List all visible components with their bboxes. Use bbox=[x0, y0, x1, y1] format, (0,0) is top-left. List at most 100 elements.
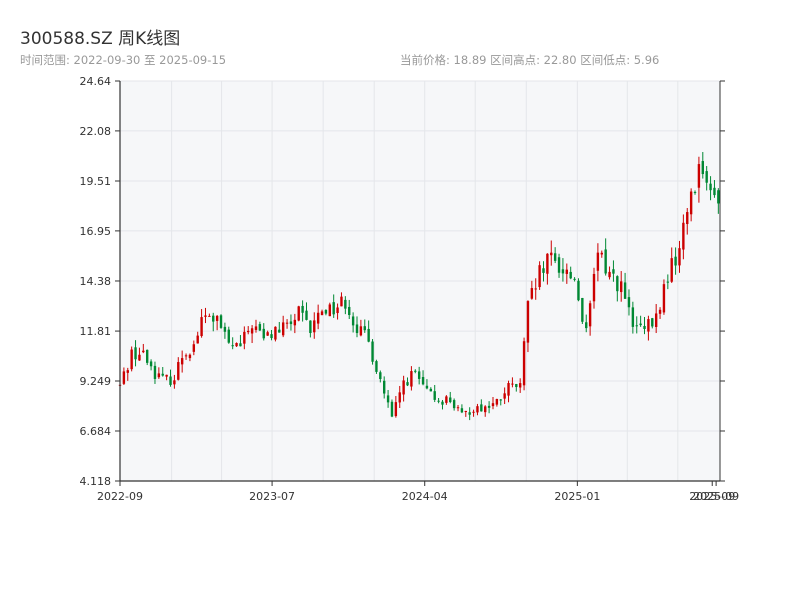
candle-body bbox=[647, 319, 650, 332]
candle bbox=[705, 166, 708, 191]
x-tick-label: 2025-01 bbox=[554, 490, 600, 503]
candle bbox=[379, 370, 382, 383]
candle bbox=[410, 366, 413, 391]
candle-body bbox=[577, 280, 580, 301]
candle-body bbox=[417, 371, 421, 379]
candle-body bbox=[507, 383, 510, 396]
candle-body bbox=[639, 323, 642, 326]
candle-body bbox=[235, 342, 238, 347]
candle-body bbox=[697, 164, 701, 188]
candle-body bbox=[289, 321, 293, 325]
candle bbox=[550, 240, 553, 266]
candle-body bbox=[161, 373, 164, 376]
candle-layer bbox=[118, 152, 720, 421]
candle bbox=[188, 353, 192, 362]
candle-body bbox=[344, 299, 347, 309]
candle bbox=[713, 180, 716, 198]
candle bbox=[507, 380, 510, 403]
candle-body bbox=[635, 325, 638, 327]
candle bbox=[581, 297, 584, 325]
candle bbox=[297, 305, 300, 322]
candle bbox=[674, 247, 677, 275]
candle-body bbox=[410, 371, 413, 387]
candle-body bbox=[266, 332, 269, 336]
y-tick-label: 6.684 bbox=[80, 425, 112, 438]
candle bbox=[173, 374, 176, 389]
candle-body bbox=[414, 370, 417, 372]
candle-body bbox=[631, 307, 635, 327]
candle-body bbox=[208, 315, 211, 317]
candle bbox=[406, 377, 409, 387]
candle-body bbox=[320, 311, 324, 316]
candle bbox=[305, 302, 308, 321]
candle bbox=[184, 353, 188, 360]
candle bbox=[258, 321, 262, 332]
candle bbox=[278, 321, 281, 333]
candle bbox=[417, 366, 421, 385]
candle-body bbox=[145, 349, 149, 363]
candle bbox=[200, 309, 203, 338]
candle bbox=[592, 267, 596, 309]
candle bbox=[654, 304, 658, 334]
candle-body bbox=[215, 315, 219, 321]
candle bbox=[142, 343, 145, 354]
candle bbox=[437, 398, 440, 404]
chart-title: 300588.SZ 周K线图 bbox=[20, 29, 181, 49]
candle-body bbox=[627, 297, 631, 308]
candle-body bbox=[371, 341, 374, 362]
candle-body bbox=[678, 248, 681, 266]
candle-body bbox=[674, 256, 677, 266]
candle bbox=[484, 405, 487, 417]
candle-body bbox=[651, 318, 654, 327]
candle bbox=[394, 396, 398, 418]
candle bbox=[456, 405, 460, 412]
candle-body bbox=[157, 373, 161, 378]
candle-body bbox=[149, 361, 153, 367]
candle bbox=[662, 279, 666, 315]
candle-body bbox=[561, 269, 565, 274]
candle-body bbox=[305, 310, 308, 320]
candle bbox=[522, 337, 526, 391]
candle bbox=[433, 384, 436, 403]
candle bbox=[398, 385, 401, 409]
candle bbox=[429, 387, 433, 392]
candle bbox=[243, 326, 246, 350]
candle bbox=[546, 253, 549, 285]
candle-body bbox=[386, 395, 390, 403]
candle-body bbox=[565, 269, 569, 274]
candle-body bbox=[188, 354, 192, 359]
candle-body bbox=[705, 171, 708, 183]
candle bbox=[425, 379, 429, 390]
candle bbox=[553, 247, 557, 264]
candle bbox=[138, 347, 141, 361]
candle bbox=[126, 367, 129, 381]
candle bbox=[250, 325, 254, 344]
candle-body bbox=[258, 324, 262, 331]
candle-body bbox=[367, 328, 370, 342]
candle bbox=[686, 207, 689, 235]
candle bbox=[180, 350, 184, 373]
candle-body bbox=[709, 183, 712, 191]
candle-body bbox=[717, 190, 720, 204]
candle bbox=[600, 250, 603, 258]
candle bbox=[666, 274, 670, 290]
candle-body bbox=[585, 322, 588, 329]
candle bbox=[468, 407, 471, 421]
candle-body bbox=[550, 252, 553, 256]
candle bbox=[604, 238, 607, 276]
candle bbox=[620, 271, 623, 302]
candle-body bbox=[686, 212, 689, 225]
candle-body bbox=[429, 388, 433, 392]
candle-body bbox=[231, 345, 234, 347]
candle bbox=[588, 300, 592, 336]
candle-body bbox=[243, 331, 246, 344]
candle-body bbox=[553, 253, 557, 261]
candle-body bbox=[351, 316, 355, 326]
candle-body bbox=[250, 328, 254, 334]
candle-body bbox=[713, 187, 716, 196]
candle-body bbox=[180, 358, 184, 365]
candle bbox=[219, 314, 223, 329]
candle-body bbox=[581, 297, 584, 322]
candle bbox=[254, 319, 258, 333]
candle bbox=[153, 361, 157, 384]
